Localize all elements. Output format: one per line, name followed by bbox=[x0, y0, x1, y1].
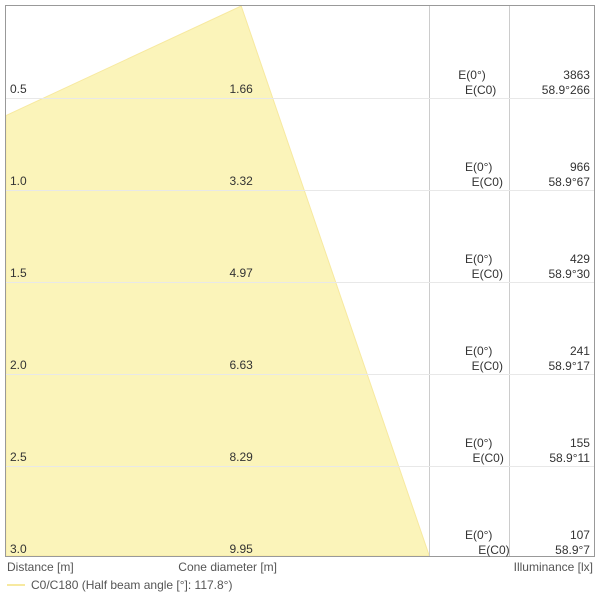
illuminance-block: E(0°) 429 E(C0)58.9°30 bbox=[433, 252, 590, 282]
legend-text: C0/C180 (Half beam angle [°]: 117.8°) bbox=[31, 578, 232, 592]
distance-value: 0.5 bbox=[10, 82, 27, 96]
ec0-angle: 58.9° bbox=[522, 175, 577, 190]
illuminance-block: E(0°) 107 E(C0)58.9°7 bbox=[433, 528, 590, 558]
gridline bbox=[6, 98, 594, 99]
gridline bbox=[6, 466, 594, 467]
illuminance-block: E(0°) 241 E(C0)58.9°17 bbox=[433, 344, 590, 374]
e0-label: E(0°) bbox=[465, 344, 515, 359]
ec0-angle: 58.9° bbox=[528, 543, 583, 558]
e0-label: E(0°) bbox=[465, 528, 515, 543]
diameter-value: 1.66 bbox=[191, 82, 291, 96]
ec0-value: 17 bbox=[577, 359, 590, 374]
ec0-label: E(C0) bbox=[472, 359, 522, 374]
e0-value: 966 bbox=[570, 160, 590, 175]
ec0-value: 30 bbox=[577, 267, 590, 282]
axis-label-distance: Distance [m] bbox=[7, 560, 74, 574]
axis-label-illuminance: Illuminance [lx] bbox=[514, 560, 593, 574]
ec0-value: 67 bbox=[577, 175, 590, 190]
e0-label: E(0°) bbox=[465, 252, 515, 267]
diameter-value: 3.32 bbox=[191, 174, 291, 188]
e0-value: 107 bbox=[570, 528, 590, 543]
distance-value: 2.5 bbox=[10, 450, 27, 464]
vertical-divider bbox=[429, 6, 430, 556]
e0-value: 155 bbox=[570, 436, 590, 451]
distance-value: 2.0 bbox=[10, 358, 27, 372]
ec0-angle: 58.9° bbox=[515, 83, 570, 98]
legend-swatch bbox=[7, 584, 25, 586]
ec0-label: E(C0) bbox=[472, 267, 522, 282]
diameter-value: 6.63 bbox=[191, 358, 291, 372]
e0-label: E(0°) bbox=[465, 436, 515, 451]
distance-value: 1.5 bbox=[10, 266, 27, 280]
axis-footer: Distance [m] Cone diameter [m] Illuminan… bbox=[5, 560, 595, 592]
gridline bbox=[6, 190, 594, 191]
ec0-value: 7 bbox=[583, 543, 590, 558]
diameter-value: 9.95 bbox=[191, 542, 291, 556]
gridline bbox=[6, 282, 594, 283]
ec0-label: E(C0) bbox=[478, 543, 528, 558]
axis-label-diameter: Cone diameter [m] bbox=[178, 560, 277, 574]
ec0-angle: 58.9° bbox=[522, 359, 577, 374]
e0-value: 429 bbox=[570, 252, 590, 267]
chart-area: 0.51.66E(0°)3863E(C0)58.9°2661.03.32E(0°… bbox=[5, 5, 595, 557]
distance-value: 1.0 bbox=[10, 174, 27, 188]
ec0-angle: 58.9° bbox=[523, 451, 578, 466]
ec0-label: E(C0) bbox=[472, 175, 522, 190]
ec0-label: E(C0) bbox=[473, 451, 523, 466]
diameter-value: 4.97 bbox=[191, 266, 291, 280]
gridline bbox=[6, 374, 594, 375]
e0-label: E(0°) bbox=[465, 160, 515, 175]
ec0-value: 266 bbox=[570, 83, 590, 98]
illuminance-block: E(0°) 155 E(C0)58.9°11 bbox=[433, 436, 590, 466]
e0-value: 241 bbox=[570, 344, 590, 359]
ec0-value: 11 bbox=[578, 451, 590, 466]
distance-value: 3.0 bbox=[10, 542, 27, 556]
diameter-value: 8.29 bbox=[191, 450, 291, 464]
e0-label: E(0°) bbox=[458, 68, 508, 83]
illuminance-block: E(0°) 966 E(C0)58.9°67 bbox=[433, 160, 590, 190]
e0-value: 3863 bbox=[563, 68, 590, 83]
illuminance-block: E(0°) 3863 E(C0)58.9°266 bbox=[433, 68, 590, 98]
ec0-angle: 58.9° bbox=[522, 267, 577, 282]
ec0-label: E(C0) bbox=[465, 83, 515, 98]
